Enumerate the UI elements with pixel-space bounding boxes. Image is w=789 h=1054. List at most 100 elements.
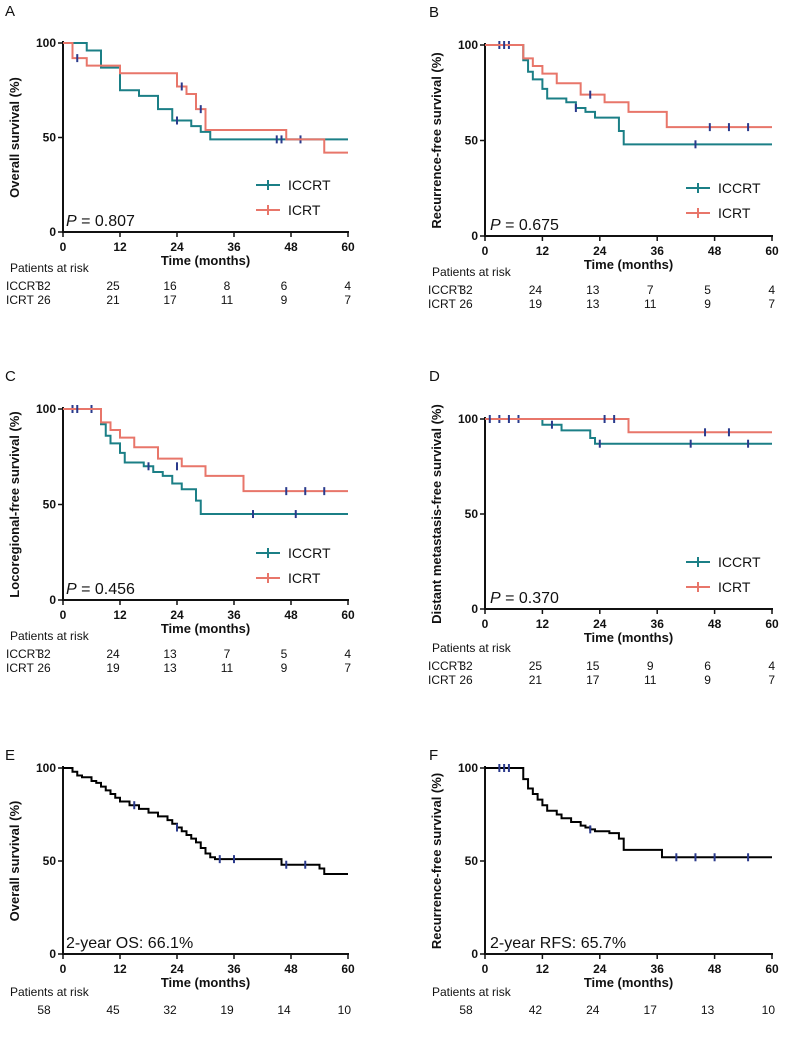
survival-note: 2-year RFS: 65.7% [490, 935, 626, 952]
risk-count: 10 [762, 1003, 776, 1017]
risk-count: 4 [344, 279, 351, 293]
risk-count: 9 [281, 293, 288, 307]
x-tick-label: 12 [113, 240, 127, 254]
risk-count: 4 [768, 659, 775, 673]
risk-count: 32 [37, 279, 51, 293]
y-tick-label: 0 [471, 602, 478, 616]
risk-count: 7 [768, 297, 775, 311]
risk-count: 32 [459, 283, 473, 297]
y-tick-label: 0 [471, 229, 478, 243]
x-tick-label: 48 [708, 244, 722, 258]
risk-table-title: Patients at risk [10, 261, 90, 275]
risk-count: 10 [338, 1003, 352, 1017]
x-tick-label: 48 [284, 240, 298, 254]
km-curve-icrt [485, 44, 772, 129]
y-tick-label: 50 [465, 134, 479, 148]
risk-count: 6 [281, 279, 288, 293]
km-curve-iccrt [63, 42, 348, 141]
risk-count: 8 [224, 279, 231, 293]
risk-count: 4 [344, 647, 351, 661]
y-tick-label: 100 [458, 412, 478, 426]
risk-count: 4 [768, 283, 775, 297]
risk-count: 5 [704, 283, 711, 297]
x-tick-label: 24 [170, 608, 184, 622]
risk-count: 11 [221, 661, 234, 675]
risk-count: 19 [220, 1003, 234, 1017]
x-axis-title: Time (months) [584, 257, 673, 272]
x-tick-label: 48 [708, 962, 722, 976]
x-tick-label: 48 [284, 962, 298, 976]
km-curve-iccrt [485, 44, 772, 146]
risk-count: 7 [344, 293, 351, 307]
risk-count: 21 [529, 673, 543, 687]
x-tick-label: 36 [651, 244, 665, 258]
panel-f: F 0 12 24 36 48 60 0 50 100 Time (months) Recurrenc… [429, 747, 779, 1017]
p-value: P = 0.807 [66, 213, 135, 230]
risk-table-title: Patients at risk [432, 265, 512, 279]
x-tick-label: 60 [341, 240, 355, 254]
risk-count: 15 [586, 659, 600, 673]
y-tick-label: 100 [458, 38, 478, 52]
risk-count: 24 [586, 1003, 600, 1017]
risk-count: 45 [106, 1003, 120, 1017]
panel-b: B 0 12 24 36 48 60 0 50 100 Time (months) Recurrenc… [428, 4, 779, 311]
panel-letter: C [5, 368, 16, 385]
y-tick-label: 50 [465, 507, 479, 521]
x-tick-label: 12 [536, 962, 550, 976]
x-tick-label: 12 [113, 962, 127, 976]
risk-count: 25 [529, 659, 543, 673]
legend-label-iccrt: ICCRT [718, 554, 761, 570]
x-axis-title: Time (months) [161, 253, 250, 268]
risk-count: 9 [704, 673, 711, 687]
y-tick-label: 50 [43, 854, 57, 868]
y-axis-title: Distant metastasis-free survival (%) [429, 404, 444, 624]
risk-count: 17 [644, 1003, 658, 1017]
x-tick-label: 48 [284, 608, 298, 622]
legend-label-iccrt: ICCRT [718, 180, 761, 196]
legend-label-iccrt: ICCRT [288, 177, 331, 193]
risk-count: 32 [459, 659, 473, 673]
p-value: P = 0.456 [66, 581, 135, 598]
x-tick-label: 60 [765, 962, 779, 976]
km-curve-icrt [485, 418, 772, 434]
y-tick-label: 100 [36, 36, 56, 50]
y-tick-label: 50 [465, 854, 479, 868]
x-tick-label: 36 [227, 962, 241, 976]
panel-c: C 0 12 24 36 48 60 0 50 100 Time (months) Locoregio… [5, 368, 355, 675]
x-tick-label: 12 [536, 244, 550, 258]
y-tick-label: 50 [43, 131, 57, 145]
x-tick-label: 24 [593, 962, 607, 976]
panel-e: E 0 12 24 36 48 60 0 50 100 Time (months) Overall s… [5, 747, 355, 1017]
risk-count: 7 [647, 283, 654, 297]
risk-count: 6 [704, 659, 711, 673]
risk-count: 9 [281, 661, 288, 675]
panel-letter: E [5, 747, 15, 764]
risk-group-label: ICCRT [6, 647, 43, 661]
x-tick-label: 0 [60, 962, 67, 976]
y-axis-title: Locoregional-free survival (%) [7, 411, 22, 597]
risk-count: 58 [37, 1003, 51, 1017]
legend-label-icrt: ICRT [718, 579, 751, 595]
x-tick-label: 0 [482, 962, 489, 976]
x-tick-label: 60 [765, 617, 779, 631]
risk-count: 24 [529, 283, 543, 297]
x-tick-label: 60 [341, 608, 355, 622]
risk-count: 9 [647, 659, 654, 673]
y-axis-title: Overall survival (%) [7, 77, 22, 198]
risk-group-label: ICCRT [428, 283, 465, 297]
y-tick-label: 0 [49, 593, 56, 607]
risk-group-label: ICCRT [6, 279, 43, 293]
y-axis-title: Overall survival (%) [7, 801, 22, 922]
km-curve-icrt [63, 408, 348, 493]
y-tick-label: 100 [458, 761, 478, 775]
risk-group-label: ICRT [6, 661, 34, 675]
x-tick-label: 60 [341, 962, 355, 976]
x-axis-title: Time (months) [584, 630, 673, 645]
risk-count: 13 [586, 297, 600, 311]
risk-count: 11 [221, 293, 234, 307]
x-tick-label: 36 [227, 608, 241, 622]
risk-table-title: Patients at risk [432, 985, 512, 999]
axes [484, 766, 773, 955]
